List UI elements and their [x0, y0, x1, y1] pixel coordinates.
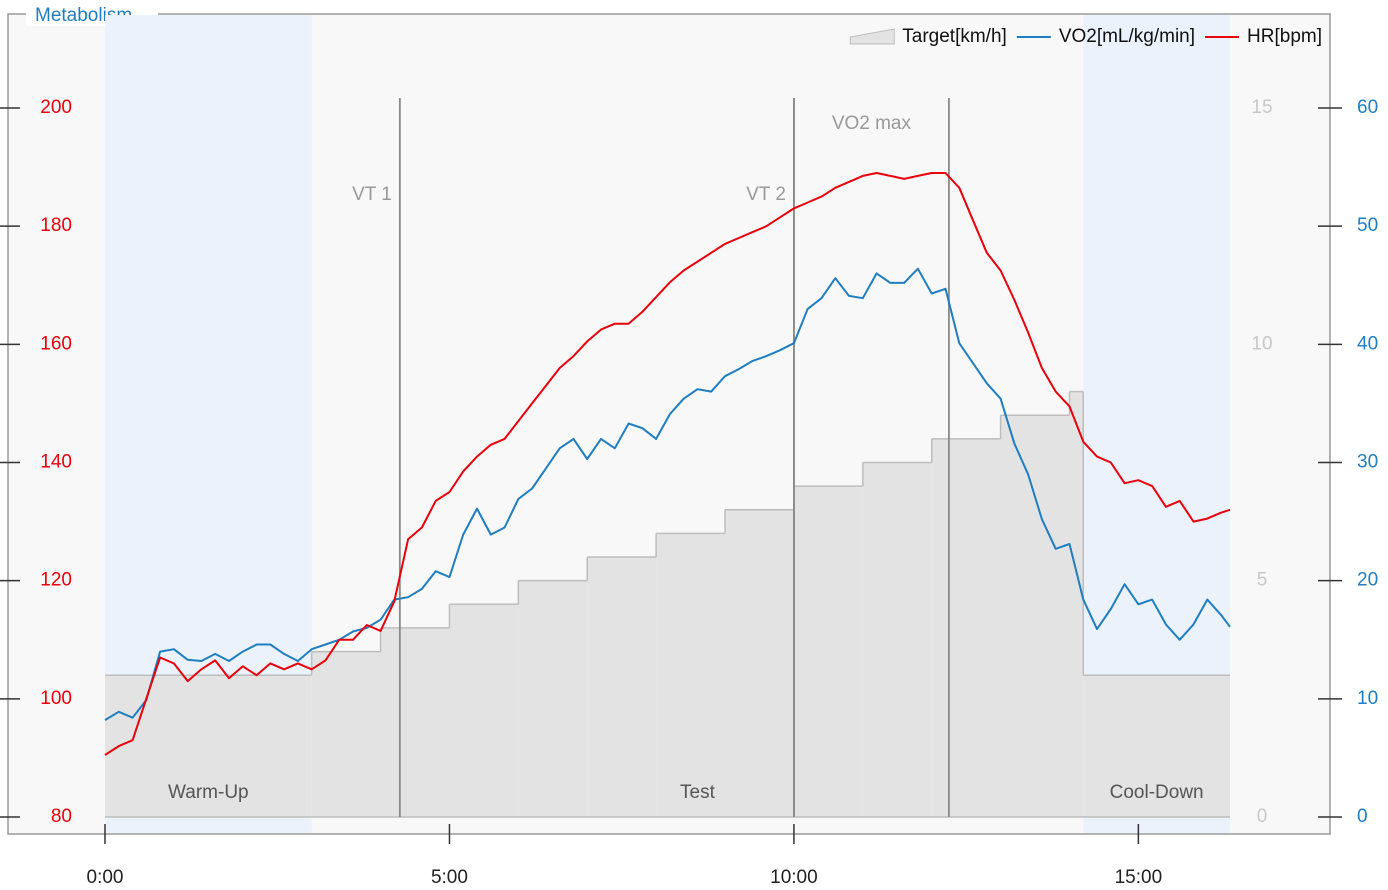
y2-tick-label: 0 — [1357, 806, 1368, 827]
marker-label: VO2 max — [832, 113, 912, 134]
target-step — [931, 438, 1001, 817]
x-tick-label: 0:00 — [87, 867, 124, 888]
y3-tick-label: 5 — [1257, 570, 1268, 591]
y2-tick-label: 40 — [1357, 333, 1378, 354]
y3-tick-label: 15 — [1251, 97, 1272, 118]
y3-tick-label: 10 — [1251, 333, 1272, 354]
target-step — [725, 509, 794, 817]
y-tick-label: 160 — [40, 333, 72, 354]
data-line — [104, 172, 1231, 756]
phase-label: Test — [680, 782, 716, 803]
y-tick-label: 100 — [40, 688, 72, 709]
target-step — [656, 533, 726, 817]
target-step — [793, 486, 863, 817]
y2-tick-label: 60 — [1357, 97, 1378, 118]
target-step — [1083, 675, 1230, 817]
x-tick-label: 10:00 — [770, 867, 818, 888]
y-tick-label: 120 — [40, 570, 72, 591]
y3-tick-label: 0 — [1257, 806, 1268, 827]
legend-label: VO2[mL/kg/min] — [1059, 26, 1195, 47]
target-step — [449, 604, 519, 817]
legend-label: Target[km/h] — [902, 26, 1007, 47]
target-step — [862, 462, 932, 817]
marker-label: VT 2 — [746, 184, 786, 205]
target-step — [380, 627, 450, 817]
y-tick-label: 80 — [51, 806, 72, 827]
y2-tick-label: 10 — [1357, 688, 1378, 709]
legend-swatch — [849, 28, 895, 45]
legend-label: HR[bpm] — [1247, 26, 1322, 47]
target-step — [587, 557, 657, 817]
marker-label: VT 1 — [352, 184, 392, 205]
y2-tick-label: 30 — [1357, 452, 1378, 473]
y2-tick-label: 50 — [1357, 215, 1378, 236]
phase-label: Cool-Down — [1110, 782, 1204, 803]
y-tick-label: 180 — [40, 215, 72, 236]
phase-label: Warm-Up — [168, 782, 249, 803]
target-step — [311, 651, 381, 817]
target-step — [1069, 391, 1084, 817]
target-step — [518, 580, 588, 817]
y-tick-label: 200 — [40, 97, 72, 118]
y2-tick-label: 20 — [1357, 570, 1378, 591]
target-step — [1000, 415, 1070, 817]
data-line — [104, 267, 1231, 721]
target-step — [105, 675, 312, 817]
x-tick-label: 5:00 — [431, 867, 468, 888]
x-tick-label: 15:00 — [1115, 867, 1163, 888]
y-tick-label: 140 — [40, 452, 72, 473]
